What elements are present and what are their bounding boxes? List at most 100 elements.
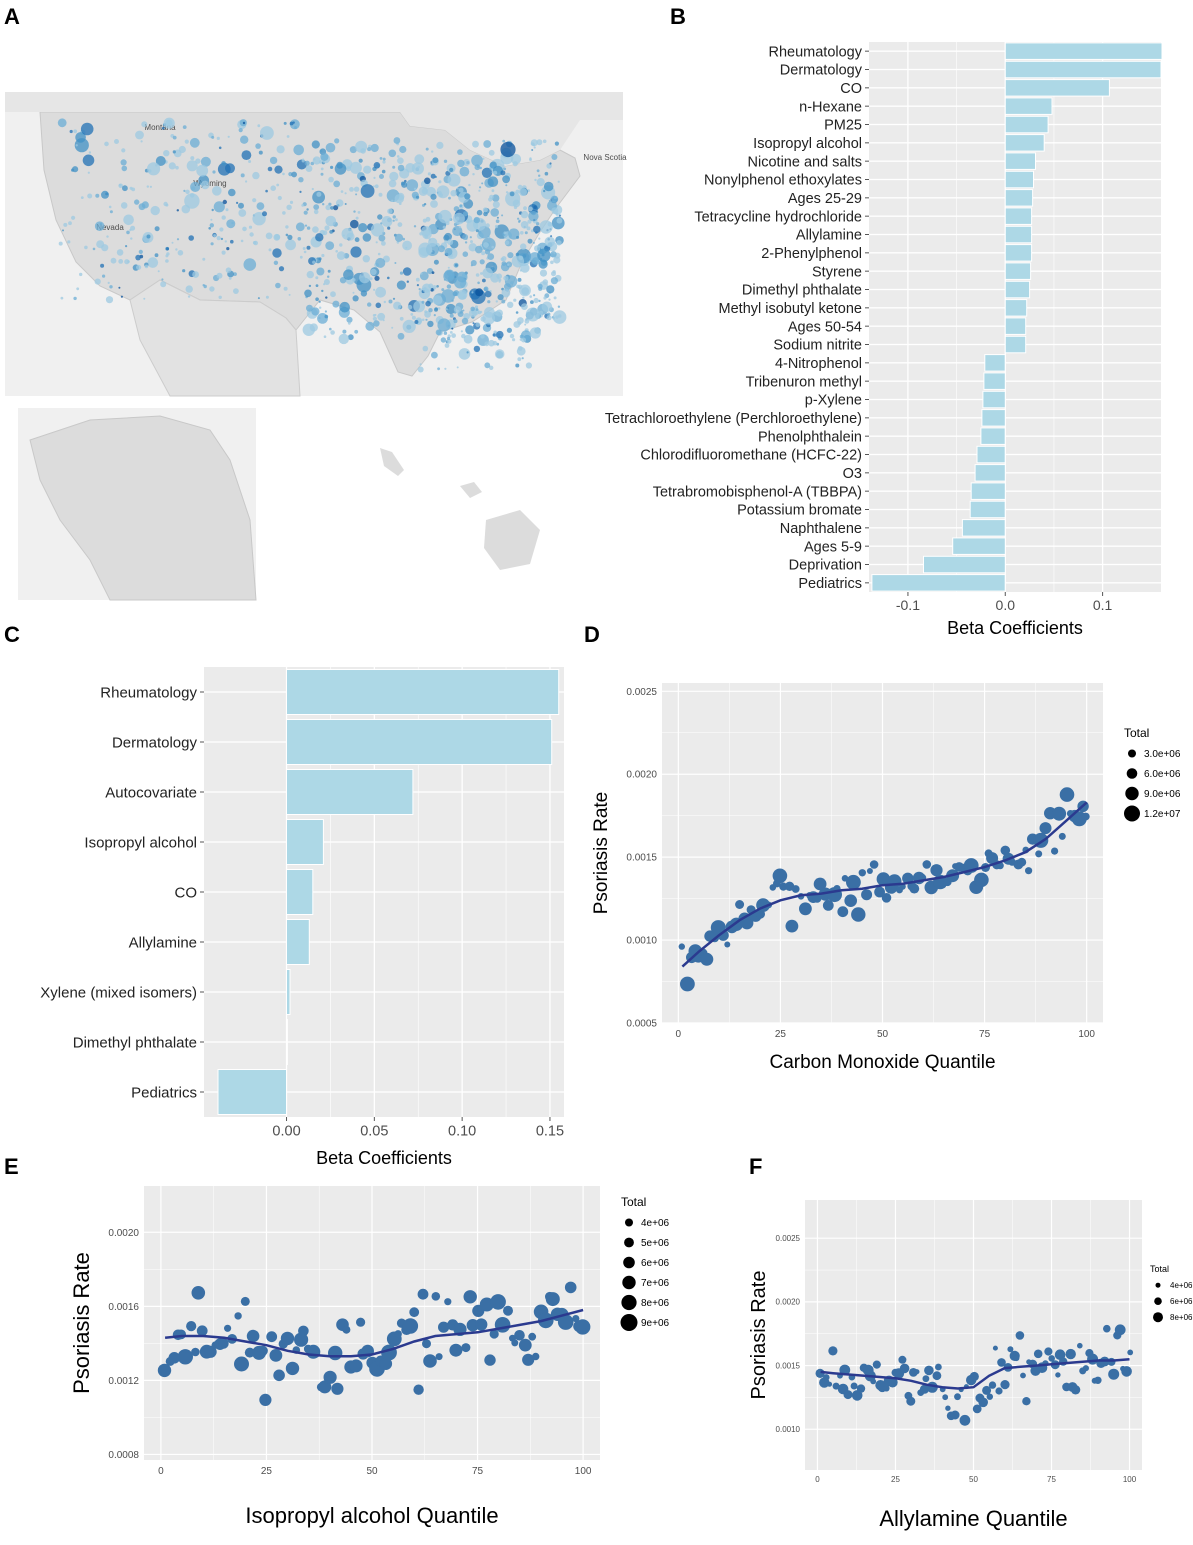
map-dot — [512, 199, 521, 208]
panel-e-point — [259, 1393, 272, 1406]
panel-d-point — [866, 868, 873, 874]
map-dot — [427, 320, 434, 328]
panel-e-point — [186, 1321, 197, 1332]
panel-b-bar — [974, 464, 1006, 482]
map-dot — [481, 182, 484, 185]
map-dot — [477, 281, 480, 285]
map-dot — [183, 189, 186, 192]
panel-d-legend-key — [1124, 805, 1140, 822]
map-dot — [393, 137, 401, 144]
map-dot — [483, 287, 488, 291]
map-dot — [211, 208, 214, 212]
panel-f-point — [997, 1358, 1006, 1367]
map-dot — [265, 232, 273, 240]
map-dot — [495, 300, 498, 303]
map-dot — [451, 333, 456, 338]
panel-f-point — [1022, 1397, 1031, 1406]
panel-e-y-axis-title: Psoriasis Rate — [69, 1252, 94, 1394]
map-dot — [242, 226, 247, 232]
map-dot — [510, 153, 522, 165]
map-dot — [226, 219, 236, 229]
panel-b-category-label: O3 — [843, 466, 862, 482]
panel-e-point — [409, 1307, 420, 1318]
map-dot — [543, 181, 554, 192]
panel-labels: A B C D E F — [4, 4, 762, 1179]
map-dot — [488, 339, 495, 347]
map-dot — [498, 280, 501, 283]
map-dot — [553, 296, 557, 300]
map-dot — [243, 258, 257, 271]
panel-e-point — [269, 1349, 283, 1362]
map-dot — [430, 193, 437, 200]
panel-e-point — [298, 1325, 309, 1337]
map-dot — [143, 297, 146, 300]
map-dot — [357, 211, 361, 214]
map-dot — [121, 165, 128, 172]
panel-e-legend-key — [622, 1275, 636, 1290]
map-dot — [339, 277, 347, 284]
panel-b-bar — [1004, 317, 1027, 335]
panel-e-point — [218, 1338, 229, 1349]
map-dot — [487, 300, 491, 304]
map-dot — [458, 225, 462, 229]
panel-e-point — [273, 1369, 285, 1382]
map-dot — [438, 245, 445, 253]
map-dot — [528, 204, 538, 214]
map-label-nevada: Nevada — [96, 223, 124, 232]
panel-b-bar — [969, 500, 1006, 519]
panel-e-point — [342, 1325, 351, 1334]
panel-e-point — [224, 1324, 232, 1332]
map-dot — [336, 251, 346, 260]
panel-d-point — [735, 900, 745, 909]
map-dot — [322, 230, 328, 236]
map-dot — [317, 313, 328, 324]
panel-f-point — [1015, 1331, 1025, 1340]
map-dot — [212, 170, 216, 174]
map-dot — [352, 295, 359, 302]
panel-f-point — [883, 1385, 890, 1392]
panel-e-point — [479, 1297, 494, 1312]
panel-f-point — [1127, 1349, 1134, 1356]
panel-d-x-tick-label: 0 — [676, 1029, 682, 1040]
map-dot — [211, 135, 215, 139]
map-dot — [299, 190, 302, 193]
map-dot — [100, 263, 105, 268]
map-dot — [391, 199, 394, 202]
map-dot — [491, 189, 495, 193]
panel-f-scatter-plot: 0 25 50 75 100 0.0010 0.0015 0.0020 0.0025 Allyla… — [748, 1200, 1193, 1531]
panel-e-point — [402, 1318, 419, 1334]
map-dot — [483, 140, 492, 148]
panel-d-point — [772, 868, 788, 884]
map-dot — [310, 161, 315, 166]
map-dot — [505, 191, 509, 194]
panel-f-points — [815, 1324, 1134, 1426]
map-dot — [406, 179, 419, 192]
map-dot — [470, 240, 473, 244]
panel-f-point — [972, 1404, 982, 1414]
map-dot — [292, 121, 295, 124]
panel-d-y-tick-label: 0.0015 — [626, 853, 657, 864]
map-dot — [472, 322, 475, 325]
map-dot — [130, 237, 133, 240]
map-dot — [449, 313, 454, 318]
map-dot — [495, 219, 500, 223]
panel-c-category-label: Autocovariate — [105, 784, 197, 801]
map-dot — [285, 233, 289, 237]
map-dot — [546, 285, 555, 294]
map-dot — [327, 269, 331, 273]
map-dot — [257, 297, 260, 300]
panel-f-point — [1044, 1347, 1053, 1356]
panel-b-bar — [1004, 60, 1162, 79]
map-dot — [288, 293, 291, 296]
map-dot — [283, 286, 288, 291]
map-dot — [557, 180, 560, 183]
map-dot — [465, 325, 475, 335]
map-dot — [358, 223, 368, 233]
map-dot — [507, 252, 514, 259]
map-dot — [524, 323, 527, 326]
map-dot — [216, 272, 223, 279]
map-dot — [464, 193, 471, 200]
map-dot — [487, 253, 495, 260]
panel-e-point — [575, 1319, 591, 1335]
map-dot — [435, 329, 442, 336]
